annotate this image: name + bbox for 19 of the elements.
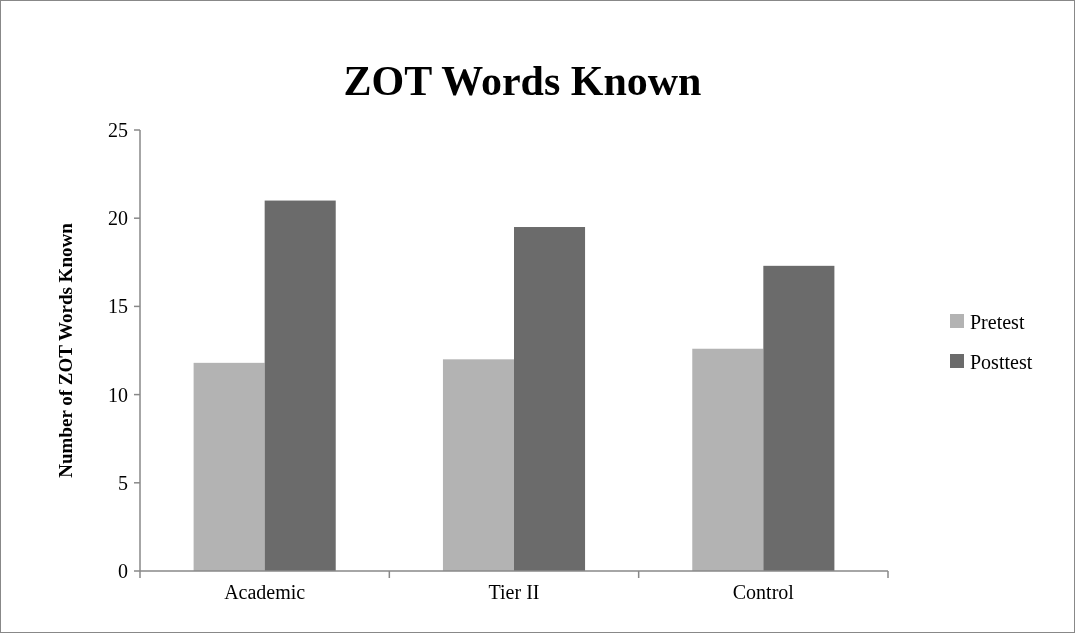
x-tick-label: Academic bbox=[224, 581, 306, 603]
bar bbox=[692, 348, 764, 571]
y-tick-label: 0 bbox=[118, 560, 128, 582]
y-tick-label: 20 bbox=[108, 207, 128, 230]
bar bbox=[264, 200, 336, 571]
bar bbox=[763, 265, 835, 571]
bar bbox=[514, 227, 586, 571]
chart-title: ZOT Words Known bbox=[343, 58, 702, 104]
bar bbox=[442, 359, 514, 571]
y-axis-title: Number of ZOT Words Known bbox=[55, 222, 76, 478]
bar bbox=[193, 362, 265, 571]
y-tick-label: 5 bbox=[118, 471, 128, 494]
y-tick-label: 25 bbox=[108, 119, 128, 141]
legend-label: Pretest bbox=[970, 311, 1025, 333]
y-tick-label: 10 bbox=[108, 383, 128, 406]
y-tick-label: 15 bbox=[108, 295, 128, 318]
legend-label: Posttest bbox=[970, 351, 1033, 373]
x-tick-label: Control bbox=[732, 581, 795, 603]
x-tick-label: Tier II bbox=[488, 581, 540, 603]
